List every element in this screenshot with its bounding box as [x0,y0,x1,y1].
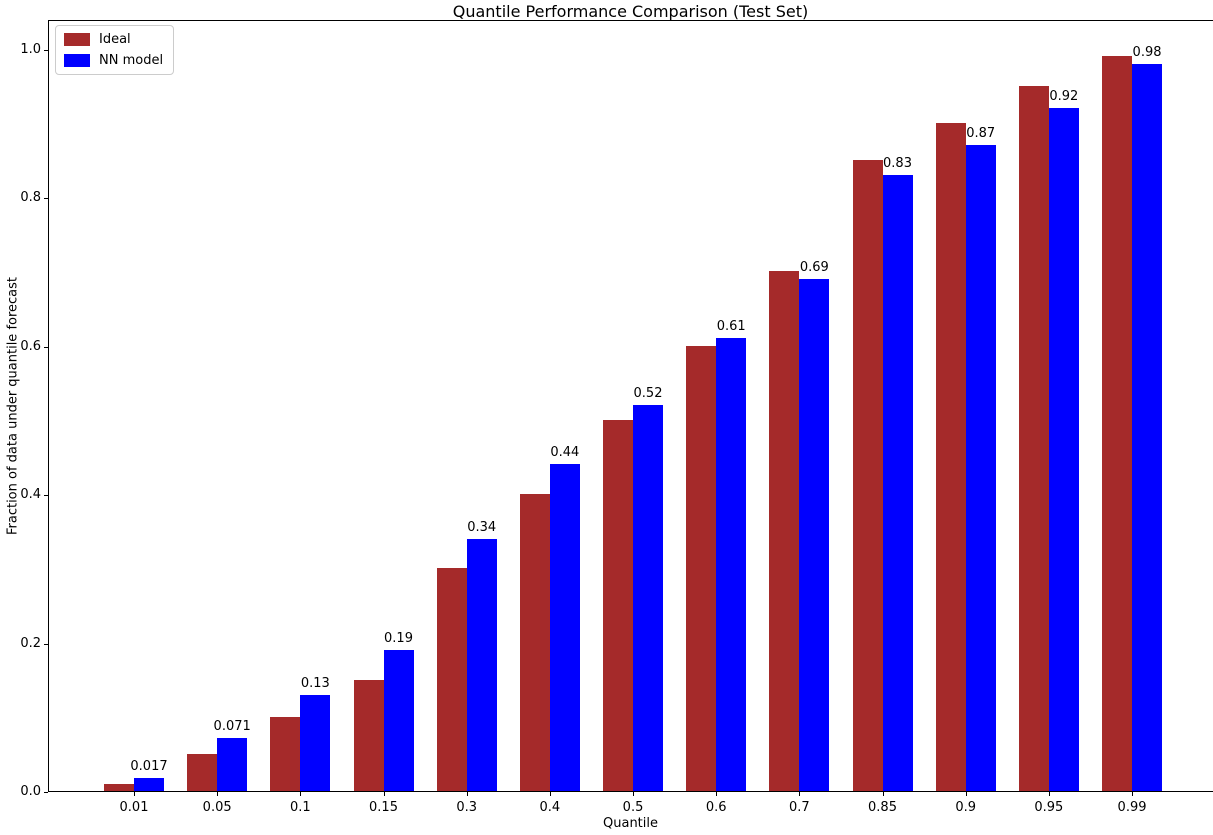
y-tick-mark [44,792,48,793]
bar-value-label: 0.83 [883,155,912,171]
ideal-color-swatch [64,33,90,46]
y-tick-label: 0.8 [20,190,41,206]
bar-ideal [686,345,717,791]
x-tick-label: 0.05 [202,800,232,815]
y-tick-label: 0.0 [20,784,41,799]
x-tick-mark [716,792,718,796]
bar-nn-model [799,278,830,791]
x-tick-mark [1132,792,1134,796]
bar-value-label: 0.69 [799,259,829,275]
legend-item-ideal: Ideal [64,32,163,47]
bar-ideal [519,494,550,791]
y-tick-label: 1.0 [20,41,41,57]
x-tick-label: 0.6 [705,800,727,815]
x-tick-label: 0.9 [955,800,977,815]
nn-model-color-swatch [64,54,90,67]
x-tick-label: 0.15 [369,800,398,815]
bar-ideal [935,122,966,791]
bar-nn-model [549,464,580,791]
y-tick-label: 0.2 [20,635,41,651]
plot-area: 0.017 0.01 0.071 0.05 0.13 0.1 0.19 0.15 0.34 0.3… [20,20,1213,815]
x-tick-label: 0.85 [868,800,897,815]
bar-ideal [353,679,384,791]
bar-nn-model [217,738,248,791]
x-tick-label: 0.4 [539,800,561,815]
bar-ideal [1102,56,1133,791]
y-tick-mark [44,495,48,497]
bar-nn-model [134,778,164,791]
x-tick-mark [466,792,468,796]
bar-value-label: 0.52 [633,386,663,401]
bar-ideal [603,419,634,791]
bar-ideal [104,783,134,791]
x-tick-label: 0.1 [289,800,311,815]
bar-nn-model [383,649,414,791]
x-axis-label: Quantile [603,816,658,831]
bar-value-label: 0.19 [384,630,413,646]
bar-ideal [1018,85,1049,791]
x-tick-mark [1048,792,1050,796]
x-tick-label: 0.5 [622,800,644,815]
bar-value-label: 0.44 [550,445,580,461]
bar-nn-model [300,694,331,791]
y-tick-mark [44,198,48,200]
bar-value-label: 0.017 [130,759,168,775]
legend: Ideal NN model [55,25,175,75]
x-tick-mark [882,792,884,796]
x-tick-mark [633,792,635,796]
bar-nn-model [633,405,664,791]
x-tick-mark [217,792,219,796]
legend-label-ideal: Ideal [99,32,131,47]
chart-title: Quantile Performance Comparison (Test Se… [452,2,809,21]
bar-nn-model [466,538,497,791]
x-tick-mark [300,792,302,796]
bar-nn-model [716,338,747,791]
x-tick-mark [965,792,967,796]
bar-nn-model [882,174,913,791]
bar-value-label: 0.071 [213,719,251,735]
x-tick-mark [799,792,801,796]
bar-nn-model [1048,108,1079,791]
bar-value-label: 0.98 [1132,44,1162,60]
bar-ideal [270,716,301,791]
bar-ideal [187,753,218,791]
x-tick-label: 0.99 [1117,800,1147,815]
bar-value-label: 0.87 [966,126,996,142]
bar-nn-model [1132,63,1163,791]
y-tick-mark [44,643,48,645]
bar-ideal [769,271,800,791]
legend-label-nn-model: NN model [99,53,164,68]
y-tick-label: 0.6 [20,338,41,354]
x-tick-label: 0.95 [1034,800,1064,815]
bar-nn-model [965,145,996,791]
x-tick-mark [134,792,135,796]
legend-item-nn-model: NN model [64,53,163,68]
x-tick-label: 0.7 [789,800,810,815]
bar-value-label: 0.61 [716,319,746,335]
bar-value-label: 0.34 [467,519,497,535]
y-tick-label: 0.4 [20,487,41,503]
x-tick-label: 0.3 [456,800,478,815]
x-tick-label: 0.01 [119,800,149,815]
x-tick-mark [549,792,551,796]
x-tick-mark [383,792,385,796]
y-tick-mark [44,49,48,51]
bar-value-label: 0.92 [1049,89,1079,105]
bar-ideal [852,160,883,791]
bar-value-label: 0.13 [300,675,330,691]
bar-ideal [436,568,467,791]
y-tick-mark [44,346,48,348]
